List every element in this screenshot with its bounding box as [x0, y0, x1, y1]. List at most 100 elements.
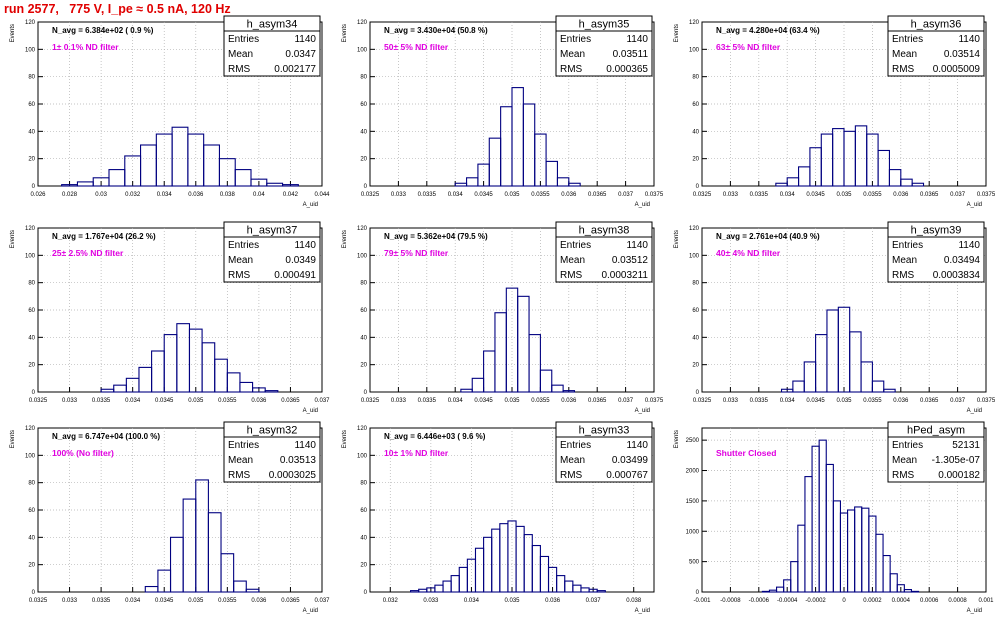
stats-box: [555, 421, 653, 483]
x-tick-label: 0.037: [314, 598, 330, 604]
navg-text: N_avg = 1.767e+04 (26.2 %): [52, 232, 156, 241]
navg-text: N_avg = 2.761e+04 (40.9 %): [716, 232, 820, 241]
stats-label: Mean: [228, 455, 253, 466]
histogram-bin: [234, 169, 252, 187]
x-tick-label: 0.0375: [645, 192, 664, 198]
histogram-bin: [761, 590, 770, 593]
y-tick-label: 0: [32, 590, 36, 596]
y-tick-label: 100: [25, 253, 36, 259]
x-tick-label: 0.0345: [474, 398, 493, 404]
histogram-bin: [911, 182, 925, 187]
stats-value: 0.0003211: [601, 270, 648, 281]
y-tick-label: 100: [357, 253, 368, 259]
stats-box: [555, 15, 653, 77]
histogram-bin: [539, 369, 553, 393]
histogram-bin: [207, 512, 222, 593]
stats-value: 1140: [626, 440, 648, 451]
x-tick-label: 0.0365: [588, 398, 607, 404]
stats-label: Entries: [560, 240, 591, 251]
x-tick-label: 0: [842, 598, 846, 604]
x-tick-label: 0.037: [950, 398, 966, 404]
x-tick-label: 0.034: [448, 192, 464, 198]
stats-label: Mean: [892, 49, 917, 60]
y-tick-label: 60: [360, 308, 367, 314]
histogram-name: h_asym34: [247, 19, 298, 31]
histogram-name: h_asym35: [579, 19, 630, 31]
x-tick-label: 0.033: [62, 398, 78, 404]
histogram-bin: [871, 380, 885, 393]
x-tick-label: 0.0375: [977, 192, 996, 198]
x-axis-label: A_uid: [967, 408, 982, 414]
histogram-panel: 0.0325 0.033 0.0335 0.034 0.0345 0.035 0.0355 0…: [674, 221, 996, 414]
stats-value: 1140: [626, 34, 648, 45]
histogram-bin: [245, 588, 260, 593]
stats-label: Mean: [228, 255, 253, 266]
histogram-name: hPed_asym: [907, 425, 965, 437]
histogram-bin: [903, 589, 913, 593]
x-tick-label: 0.0375: [645, 398, 664, 404]
x-axis-label: A_uid: [303, 408, 318, 414]
x-tick-label: 0.0365: [920, 192, 939, 198]
y-tick-label: 40: [28, 335, 35, 341]
stats-label: Mean: [892, 455, 917, 466]
y-tick-label: 80: [692, 281, 699, 287]
x-tick-label: 0.0355: [218, 598, 237, 604]
x-axis-label: A_uid: [635, 408, 650, 414]
stats-value: 0.000767: [606, 470, 648, 481]
x-axis-label: A_uid: [303, 608, 318, 614]
x-tick-label: 0.034: [125, 598, 141, 604]
y-tick-label: 40: [360, 335, 367, 341]
x-tick-label: 0.036: [893, 398, 909, 404]
x-axis-label: A_uid: [303, 202, 318, 208]
stats-label: Entries: [228, 440, 259, 451]
x-tick-label: 0.04: [253, 192, 265, 198]
histogram-bin: [220, 553, 235, 593]
y-tick-label: 60: [28, 508, 35, 514]
y-tick-label: 60: [28, 102, 35, 108]
y-axis-label: Events: [342, 230, 348, 248]
y-tick-label: 40: [360, 129, 367, 135]
y-tick-label: 80: [360, 481, 367, 487]
stats-value: 0.03513: [280, 455, 317, 466]
stats-value: 0.0349: [285, 255, 316, 266]
y-tick-label: 120: [357, 20, 368, 26]
histogram-name: h_asym39: [911, 225, 962, 237]
stats-value: 1140: [958, 34, 980, 45]
histogram-name: h_asym32: [247, 425, 298, 437]
histogram-panel: -0.001 -0.0008 -0.0006 -0.0004 -0.0002 0 0.000…: [674, 421, 994, 614]
x-tick-label: 0.036: [251, 598, 267, 604]
x-tick-label: 0.038: [626, 598, 642, 604]
y-tick-label: 40: [692, 129, 699, 135]
stats-box: [223, 421, 321, 483]
x-tick-label: 0.036: [251, 398, 267, 404]
x-tick-label: 0.036: [188, 192, 204, 198]
stats-value: 0.000491: [274, 270, 316, 281]
navg-text: N_avg = 6.446e+03 ( 9.6 %): [384, 432, 486, 441]
stats-label: Entries: [892, 440, 923, 451]
histogram-bin: [562, 390, 576, 393]
x-tick-label: -0.0008: [720, 598, 741, 604]
filter-annotation: 25± 2.5% ND filter: [52, 248, 124, 258]
x-tick-label: 0.033: [723, 398, 739, 404]
histogram-bin: [252, 387, 266, 393]
y-tick-label: 2000: [686, 469, 700, 475]
stats-value: 1140: [626, 240, 648, 251]
histogram-bin: [896, 584, 905, 593]
histogram-bin: [883, 388, 896, 393]
x-tick-label: 0.034: [464, 598, 480, 604]
x-tick-label: 0.037: [314, 398, 330, 404]
stats-label: RMS: [892, 470, 915, 481]
x-tick-label: 0.0355: [531, 192, 550, 198]
x-tick-label: 0.001: [978, 598, 994, 604]
stats-box: [887, 15, 985, 77]
navg-text: N_avg = 5.362e+04 (79.5 %): [384, 232, 488, 241]
y-tick-label: 0: [364, 390, 368, 396]
y-tick-label: 100: [25, 47, 36, 53]
y-tick-label: 0: [696, 390, 700, 396]
x-tick-label: 0.037: [586, 598, 602, 604]
y-tick-label: 60: [692, 102, 699, 108]
x-tick-label: 0.0345: [155, 598, 174, 604]
y-tick-label: 120: [25, 20, 36, 26]
y-tick-label: 20: [28, 563, 35, 569]
y-tick-label: 80: [28, 481, 35, 487]
